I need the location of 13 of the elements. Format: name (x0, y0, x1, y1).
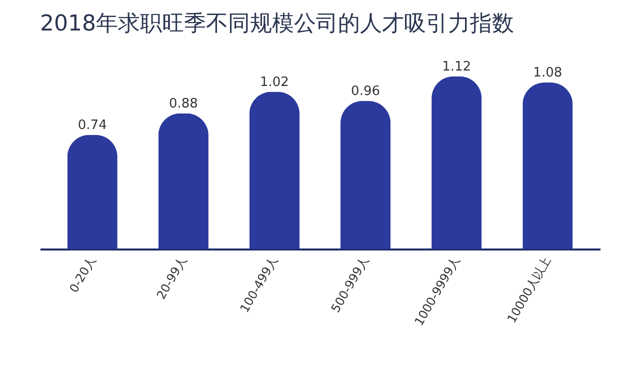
bar (249, 92, 300, 249)
bar (432, 76, 482, 249)
data-label: 0.74 (78, 118, 107, 133)
bar (522, 82, 573, 249)
data-label: 0.88 (168, 96, 198, 112)
data-label: 1.02 (260, 74, 289, 90)
data-label: 1.08 (533, 66, 562, 80)
data-label: 1.12 (442, 59, 472, 74)
bar (158, 113, 208, 249)
bar (340, 101, 391, 249)
chart-title: 2018年求职旺季不同规模公司的人才吸引力指数 (40, 11, 514, 36)
data-label: 0.96 (351, 84, 380, 99)
bar (67, 134, 118, 249)
